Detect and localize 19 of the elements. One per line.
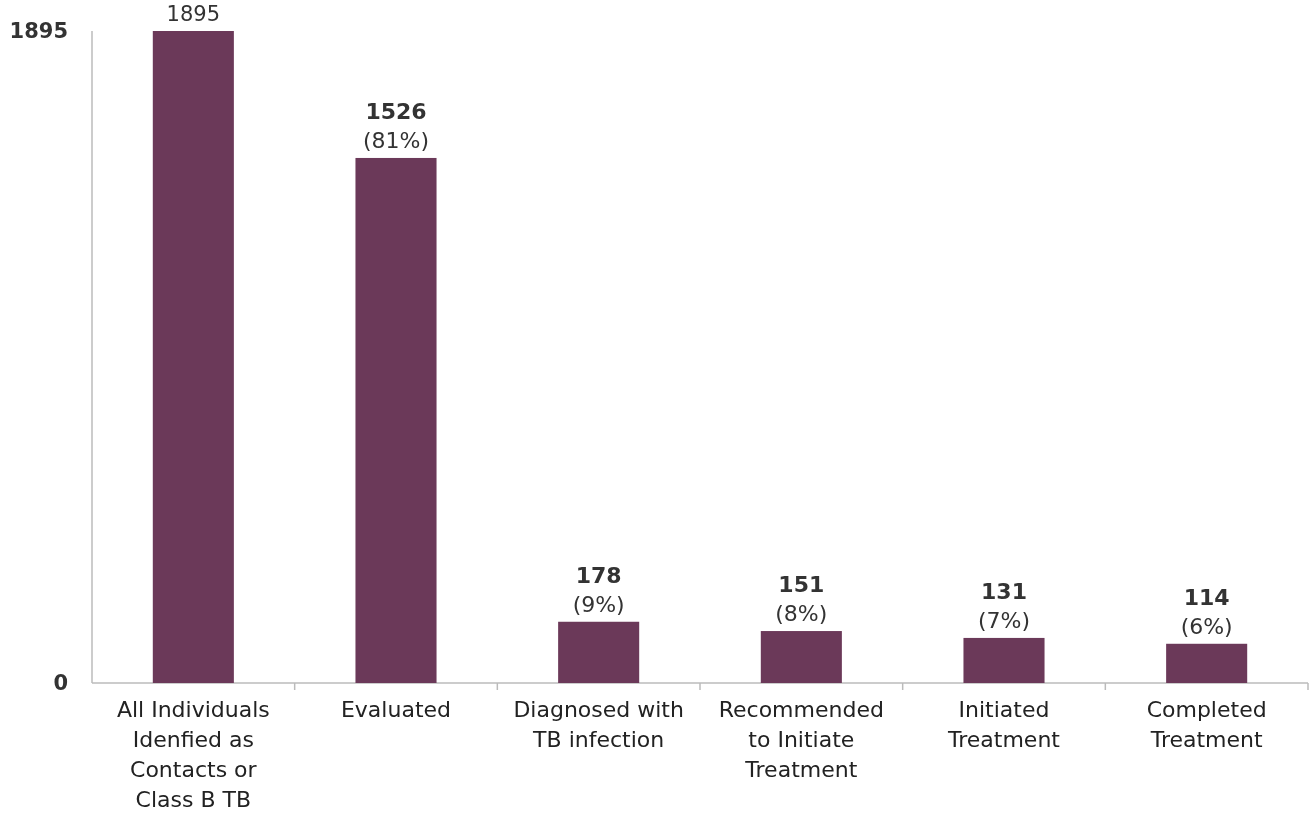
- data-label: 151 (8%): [775, 572, 828, 627]
- bar: [152, 31, 234, 683]
- bar: [1166, 643, 1248, 683]
- x-tick-label: Recommended to Initiate Treatment: [718, 697, 884, 782]
- x-tick-label: Diagnosed with TB infection: [513, 697, 684, 752]
- data-label: 114 (6%): [1180, 584, 1233, 639]
- bar: [355, 157, 437, 683]
- x-tick-label: Evaluated: [340, 697, 452, 722]
- bar: [558, 621, 640, 683]
- x-tick-label: Completed Treatment: [1146, 697, 1267, 752]
- data-label: 131 (7%): [977, 578, 1031, 633]
- data-label: 1526 (81%): [362, 98, 430, 153]
- x-tick-label: Initiated Treatment: [947, 697, 1061, 752]
- bar: [760, 631, 842, 683]
- data-label: 1895: [166, 2, 221, 26]
- y-tick-label: 0: [53, 671, 68, 695]
- bar: [963, 637, 1045, 683]
- x-tick-label: All Individuals Idenfied as Contacts or Class B TB: [116, 697, 270, 812]
- data-label: 178 (9%): [572, 562, 625, 617]
